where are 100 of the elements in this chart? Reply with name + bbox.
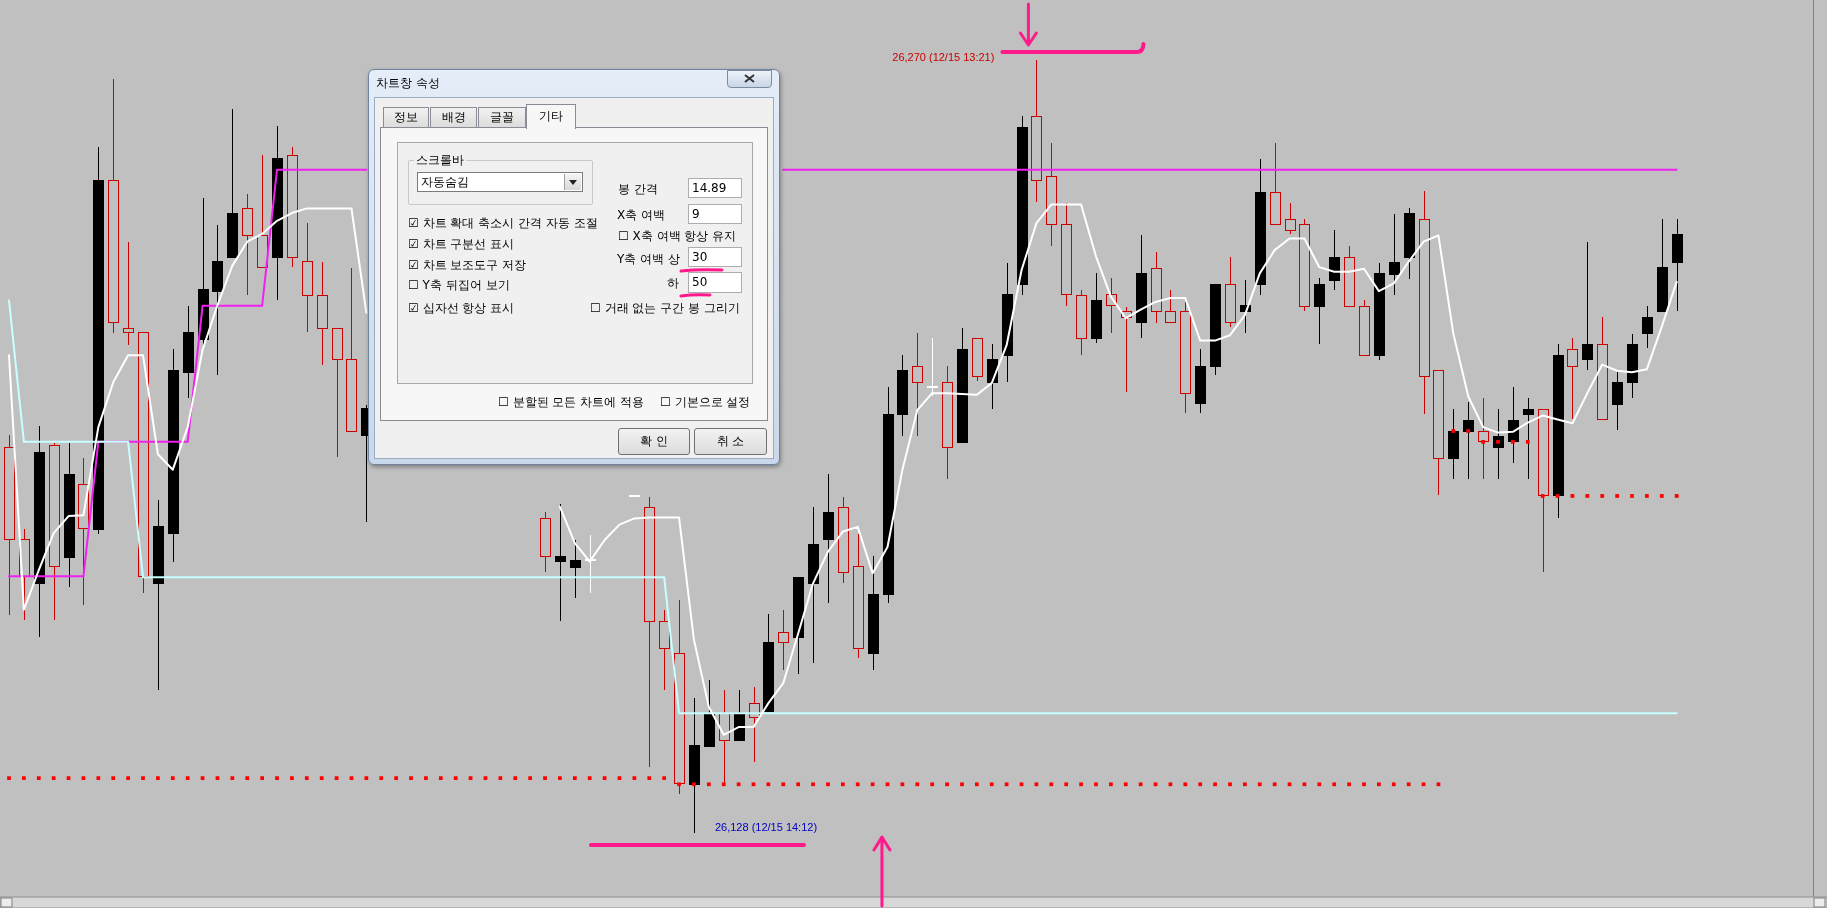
- candlestick: [853, 533, 864, 659]
- candlestick: [912, 332, 923, 437]
- annotation: ☑ 차트 구분선 표시: [408, 236, 515, 252]
- candlestick: [689, 697, 700, 834]
- annotation: 26,128 (12/15 14:12): [714, 820, 818, 833]
- candlestick: [168, 348, 179, 563]
- candlestick: [153, 499, 164, 691]
- candlestick: [808, 506, 819, 664]
- candlestick: [332, 327, 343, 458]
- text-field: 9: [688, 204, 742, 224]
- candlestick: [1061, 202, 1072, 307]
- candlestick: [749, 686, 760, 763]
- candlestick: [1195, 348, 1206, 414]
- annotation: ☐ 기본으로 설정: [660, 394, 751, 410]
- candlestick: [868, 555, 879, 671]
- annotation: Y축 여백 상: [617, 251, 680, 267]
- annotation: 하: [667, 275, 679, 291]
- candlestick: [674, 599, 685, 795]
- candlestick: [227, 108, 238, 259]
- text-field: 50: [688, 272, 742, 293]
- candlestick: [778, 609, 789, 671]
- annotation: ☐ 거래 없는 구간 봉 그리기: [590, 300, 740, 316]
- tab: 배경: [430, 107, 477, 127]
- candlestick: [78, 457, 89, 606]
- annotation: ☐ 분할된 모든 차트에 적용: [498, 394, 645, 410]
- candlestick: [1329, 229, 1340, 291]
- candlestick: [1374, 262, 1385, 361]
- candlestick: [302, 222, 313, 333]
- candlestick: [346, 267, 357, 432]
- candlestick: [1031, 59, 1042, 203]
- candlestick: [1180, 301, 1191, 414]
- candlestick: [570, 539, 581, 599]
- annotation: ☑ 차트 확대 축소시 간격 자동 조절: [408, 215, 598, 231]
- candlestick: [1017, 115, 1028, 296]
- candlestick: [644, 496, 655, 768]
- candlestick: [1076, 289, 1087, 356]
- candlestick: [1433, 370, 1444, 496]
- candlestick: [823, 473, 834, 604]
- candlestick: [93, 146, 104, 535]
- candlestick: [734, 689, 745, 741]
- candlestick: [793, 576, 804, 675]
- annotation: 26,270 (12/15 13:21): [892, 50, 995, 63]
- tab: 글꼴: [478, 107, 526, 127]
- candlestick: [1478, 397, 1489, 480]
- annotation: 14.89: [692, 180, 727, 196]
- candlestick: [1270, 142, 1281, 226]
- candlestick: [212, 224, 223, 376]
- annotation: 확 인: [639, 433, 669, 449]
- candlestick: [1314, 277, 1325, 345]
- candlestick: [1448, 408, 1459, 480]
- candlestick: [1567, 337, 1578, 420]
- text: 차트창 속성: [376, 75, 440, 91]
- annotation: 취 소: [715, 433, 746, 449]
- candlestick: [19, 528, 30, 621]
- candlestick: [242, 193, 253, 296]
- candlestick: [1389, 213, 1400, 296]
- candlestick: [555, 503, 566, 622]
- candlestick: [897, 354, 908, 437]
- annotation: 50: [692, 274, 708, 290]
- candlestick: [1225, 256, 1236, 328]
- annotation: 봉 간격: [618, 181, 658, 197]
- candlestick: [763, 613, 774, 713]
- candlestick: [123, 241, 134, 346]
- candlestick: [1538, 408, 1549, 573]
- tab: 정보: [383, 107, 429, 127]
- candlestick: [883, 386, 894, 604]
- candlestick: [1136, 234, 1147, 339]
- candlestick: [1672, 218, 1683, 312]
- candlestick: [1463, 401, 1474, 480]
- annotation: 기타: [538, 108, 564, 124]
- candlestick: [1627, 333, 1638, 399]
- button: 취 소: [694, 428, 767, 455]
- candlestick: [1493, 408, 1504, 480]
- candlestick: [34, 425, 45, 638]
- candlestick: [838, 496, 849, 584]
- tab: 기타: [526, 104, 576, 129]
- candlestick: [927, 337, 938, 397]
- candlestick: [1344, 245, 1355, 308]
- candlestick: [4, 434, 15, 616]
- annotation: 스크롤바: [414, 152, 466, 168]
- candlestick: [1255, 158, 1266, 296]
- candlestick: [1419, 190, 1430, 415]
- candlestick: [64, 442, 75, 588]
- candlestick: [1582, 241, 1593, 371]
- candlestick: [704, 679, 715, 747]
- candlestick: [1106, 277, 1117, 334]
- candlestick: [1151, 251, 1162, 324]
- annotation: ☑ 차트 보조도구 저장: [408, 257, 527, 273]
- button: 확 인: [618, 428, 690, 455]
- annotation: X축 여백: [617, 207, 666, 223]
- candlestick: [317, 261, 328, 366]
- candlestick: [1091, 272, 1102, 344]
- dropdown: 자동숨김: [417, 172, 583, 192]
- candlestick: [1523, 397, 1534, 480]
- annotation: 자동숨김: [421, 174, 469, 190]
- candlestick: [1046, 142, 1057, 247]
- candlestick: [1121, 306, 1132, 393]
- annotation: ☐ X축 여백 항상 유지: [618, 228, 737, 244]
- annotation: 30: [692, 249, 708, 265]
- annotation: ☑ 십자선 항상 표시: [408, 300, 515, 316]
